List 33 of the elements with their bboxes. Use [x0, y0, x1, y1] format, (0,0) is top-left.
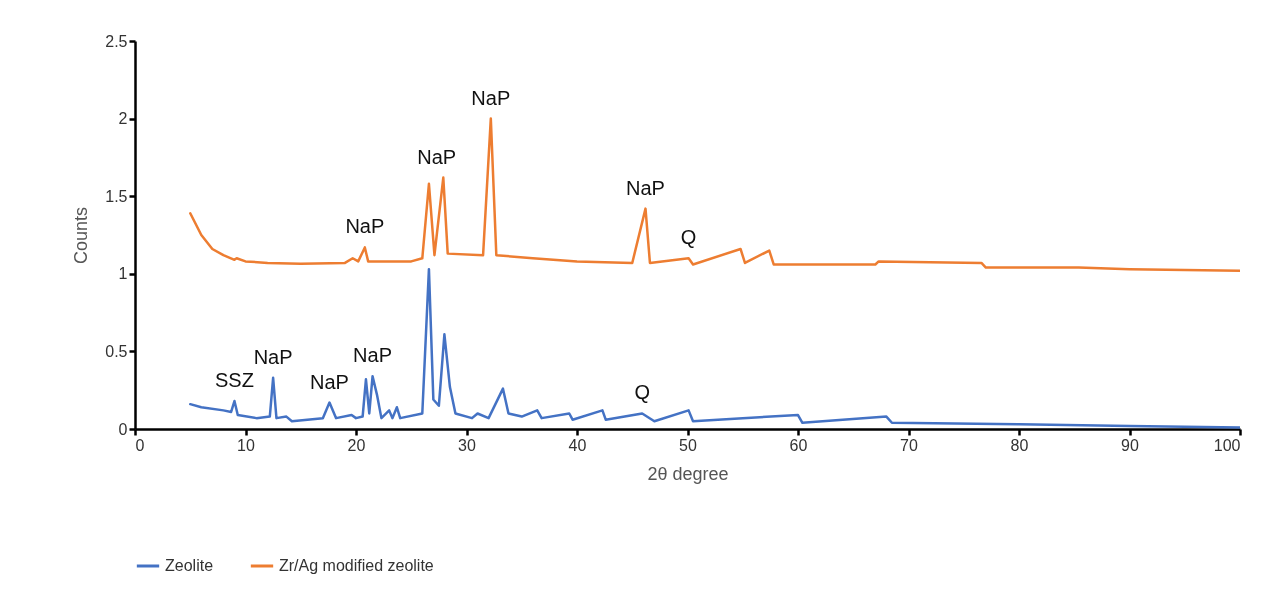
x-tick-label: 30	[458, 436, 476, 454]
annotation: Q	[680, 226, 697, 249]
line-series	[189, 267, 1240, 429]
y-tick-label: 1	[118, 265, 128, 283]
y-tick-label: 2	[118, 110, 128, 128]
annotation: Q	[634, 381, 650, 404]
y-tick-label: 0.5	[105, 342, 128, 360]
x-tick-label: 60	[789, 436, 808, 454]
x-tick-label: 10	[237, 436, 255, 454]
x-tick-label: 90	[1121, 436, 1139, 454]
y-tick-label: 2.5	[105, 32, 128, 50]
legend-label: Zeolite	[165, 557, 214, 574]
x-tick-label: 40	[568, 436, 587, 454]
annotation: NaP	[417, 145, 457, 168]
y-tick-label: 0	[118, 420, 128, 438]
annotation: NaP	[471, 86, 511, 109]
x-axis-title: 2θ degree	[647, 463, 729, 484]
x-tick-label: 0	[135, 436, 145, 454]
x-tick-label: 100	[1213, 436, 1241, 454]
annotation: SSZ	[215, 369, 254, 392]
x-tick-label: 70	[900, 436, 918, 454]
annotation: NaP	[253, 345, 293, 368]
x-tick-label: 50	[679, 436, 697, 454]
y-axis-title: Counts	[71, 206, 92, 265]
y-tick-label: 1.5	[105, 187, 128, 205]
annotation: NaP	[626, 176, 665, 199]
x-tick-label: 80	[1010, 436, 1029, 454]
annotation: NaP	[310, 370, 349, 393]
legend-label: Zr/Ag modified zeolite	[279, 557, 434, 574]
annotation: NaP	[353, 344, 393, 367]
annotation: NaP	[345, 215, 385, 238]
line-series	[189, 117, 1240, 272]
x-tick-label: 20	[347, 436, 366, 454]
